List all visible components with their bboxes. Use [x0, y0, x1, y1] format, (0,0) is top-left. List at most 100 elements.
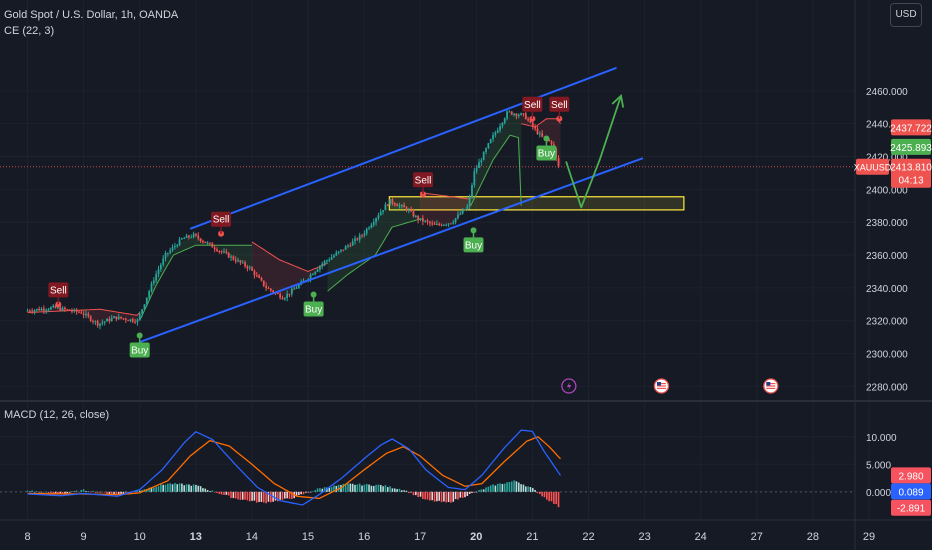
- candle-down[interactable]: [262, 280, 265, 286]
- candle-up[interactable]: [138, 313, 141, 320]
- candle-up[interactable]: [471, 185, 473, 198]
- candle-down[interactable]: [195, 233, 197, 236]
- candle-down[interactable]: [510, 111, 513, 115]
- candle-up[interactable]: [230, 256, 232, 258]
- candle-down[interactable]: [269, 288, 272, 291]
- candle-up[interactable]: [457, 214, 459, 219]
- candle-down[interactable]: [220, 251, 223, 253]
- candle-down[interactable]: [255, 275, 258, 277]
- candle-down[interactable]: [515, 113, 518, 116]
- candle-up[interactable]: [333, 255, 335, 258]
- candle-up[interactable]: [496, 130, 499, 133]
- candle-up[interactable]: [382, 210, 384, 212]
- candle-down[interactable]: [279, 293, 282, 298]
- candle-up[interactable]: [466, 206, 469, 210]
- events[interactable]: [561, 378, 779, 394]
- candle-up[interactable]: [443, 224, 445, 226]
- candle-down[interactable]: [557, 157, 560, 167]
- candle-up[interactable]: [487, 143, 490, 149]
- candle-up[interactable]: [499, 126, 501, 131]
- candle-down[interactable]: [349, 245, 352, 247]
- candle-down[interactable]: [258, 275, 260, 278]
- candle-down[interactable]: [433, 223, 436, 225]
- candle-down[interactable]: [405, 207, 408, 211]
- candle-down[interactable]: [244, 262, 246, 267]
- candle-up[interactable]: [316, 269, 319, 272]
- candle-down[interactable]: [438, 223, 441, 225]
- candle-down[interactable]: [356, 238, 359, 240]
- candle-up[interactable]: [506, 111, 508, 119]
- candle-down[interactable]: [89, 316, 92, 321]
- candle-up[interactable]: [363, 233, 366, 236]
- candle-down[interactable]: [428, 221, 431, 224]
- candle-up[interactable]: [183, 237, 186, 239]
- candle-up[interactable]: [45, 309, 48, 311]
- candle-up[interactable]: [164, 253, 167, 259]
- candle-up[interactable]: [459, 213, 462, 215]
- candle-up[interactable]: [340, 249, 342, 252]
- candle-down[interactable]: [120, 316, 122, 319]
- candle-down[interactable]: [87, 313, 90, 317]
- candle-up[interactable]: [347, 245, 349, 247]
- candle-down[interactable]: [227, 252, 230, 258]
- candle-down[interactable]: [391, 199, 394, 204]
- candle-up[interactable]: [538, 133, 541, 135]
- candle-down[interactable]: [202, 241, 204, 243]
- candle-up[interactable]: [326, 260, 328, 262]
- candle-up[interactable]: [57, 307, 59, 309]
- candle-up[interactable]: [482, 152, 485, 161]
- candle-up[interactable]: [178, 239, 181, 246]
- candle-up[interactable]: [473, 171, 476, 186]
- candle-up[interactable]: [384, 204, 387, 211]
- candle-down[interactable]: [38, 308, 41, 311]
- candle-up[interactable]: [129, 319, 132, 321]
- candle-up[interactable]: [492, 135, 494, 140]
- candle-up[interactable]: [157, 269, 160, 275]
- candle-up[interactable]: [290, 288, 293, 295]
- candle-down[interactable]: [131, 319, 134, 322]
- candle-up[interactable]: [117, 316, 120, 320]
- channel-lower-line[interactable]: [139, 157, 644, 344]
- candle-up[interactable]: [513, 113, 515, 115]
- candle-down[interactable]: [265, 285, 268, 289]
- candle-up[interactable]: [152, 280, 155, 284]
- candle-up[interactable]: [475, 168, 478, 172]
- candle-down[interactable]: [246, 266, 249, 269]
- candle-up[interactable]: [180, 238, 183, 240]
- candle-down[interactable]: [82, 313, 85, 316]
- candle-up[interactable]: [99, 323, 101, 326]
- candle-up[interactable]: [480, 160, 483, 163]
- candle-up[interactable]: [468, 197, 471, 207]
- candle-up[interactable]: [166, 252, 169, 254]
- candle-down[interactable]: [213, 247, 216, 250]
- candle-down[interactable]: [548, 139, 551, 142]
- candle-up[interactable]: [314, 271, 317, 275]
- candle-down[interactable]: [232, 256, 235, 260]
- candle-up[interactable]: [143, 304, 146, 310]
- candle-up[interactable]: [61, 307, 64, 311]
- candle-down[interactable]: [134, 321, 137, 323]
- candle-down[interactable]: [234, 259, 237, 262]
- candle-down[interactable]: [550, 141, 553, 145]
- candle-up[interactable]: [365, 228, 368, 234]
- candle-down[interactable]: [527, 119, 530, 121]
- candle-down[interactable]: [218, 250, 221, 252]
- candle-up[interactable]: [295, 287, 298, 289]
- candle-up[interactable]: [485, 148, 487, 153]
- candle-up[interactable]: [47, 309, 50, 311]
- candle-up[interactable]: [309, 274, 312, 279]
- candle-up[interactable]: [407, 209, 410, 211]
- candle-down[interactable]: [431, 223, 434, 225]
- candle-up[interactable]: [52, 305, 55, 308]
- candle-up[interactable]: [501, 122, 504, 127]
- candle-up[interactable]: [337, 251, 340, 253]
- candle-up[interactable]: [49, 307, 52, 310]
- candle-down[interactable]: [541, 133, 544, 137]
- candle-down[interactable]: [71, 310, 73, 312]
- candle-down[interactable]: [276, 292, 279, 294]
- candle-up[interactable]: [379, 211, 382, 216]
- trend-channel[interactable]: [139, 66, 644, 344]
- candle-up[interactable]: [293, 288, 296, 290]
- candle-up[interactable]: [286, 293, 289, 299]
